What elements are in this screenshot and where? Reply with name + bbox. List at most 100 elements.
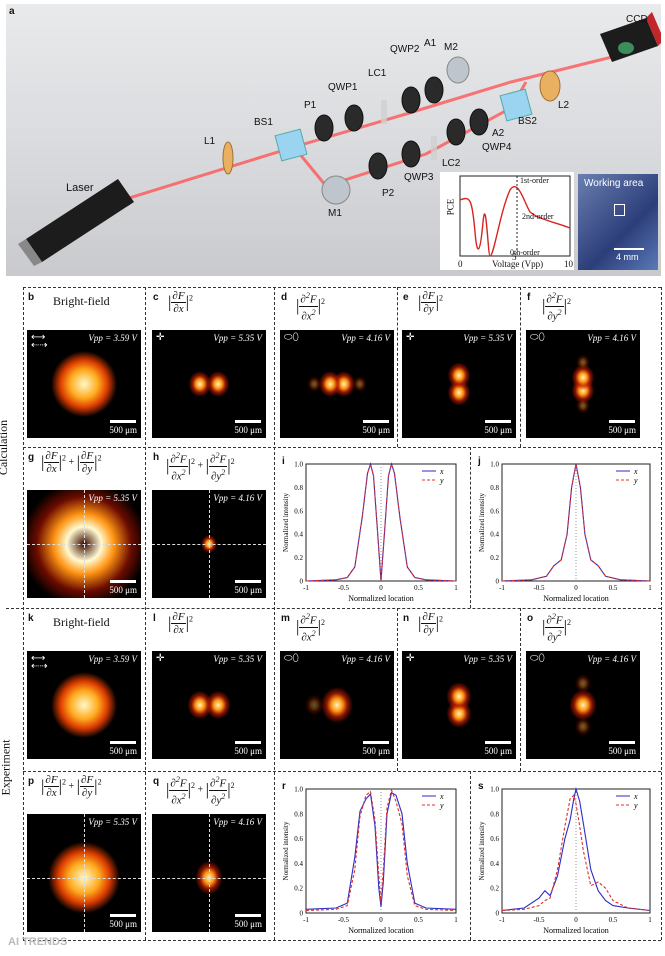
intensity-image-h: Vpp = 4.16 V 500 μm (152, 490, 266, 598)
x-tick-label: 1 (648, 584, 652, 592)
x-tick-label: -1 (303, 584, 309, 592)
legend-label-y: y (439, 801, 444, 810)
label-LC2: LC2 (442, 158, 461, 169)
x-tick-label: -1 (303, 916, 309, 924)
panel-label-s: s (478, 781, 484, 792)
scale-bar: 500 μm (109, 580, 137, 595)
x-tick-label: -1 (499, 916, 505, 924)
liquid-crystal-LC2 (431, 136, 437, 160)
profile-chart-s: -1 -0.5 0 0.5 1 0 0.2 0.4 0.6 0.8 1.0 xy Normalized … (478, 786, 652, 936)
y-tick-label: 1.0 (490, 786, 499, 794)
y-tick-label: 0.2 (490, 554, 499, 562)
y-tick-label: 0.6 (294, 835, 303, 843)
polarization-arrows-icon: ⟷ ⇠⇢ (31, 332, 48, 351)
cross-arrows-icon: ✛ (406, 332, 415, 343)
device-photo-inset: Working area 4 mm (578, 174, 658, 270)
pce-ylabel: PCE (445, 198, 456, 216)
panel-label-m: m (281, 613, 290, 624)
photo-title: Working area (584, 178, 644, 189)
panel-label-h: h (153, 452, 160, 463)
scale-bar: 500 μm (484, 741, 512, 756)
panel-title-h: | ∂2F ∂x2 |2 + | ∂2F ∂y2 |2 (166, 451, 235, 483)
ellipse-polarization-icon: ⬭⬯ (284, 653, 299, 664)
lens-L1 (222, 141, 234, 175)
label-M1: M1 (328, 208, 342, 219)
scale-bar: 500 μm (109, 741, 137, 756)
vpp-label: Vpp = 4.16 V (213, 817, 262, 827)
grid-line (23, 940, 661, 941)
scale-bar: 500 μm (109, 914, 137, 929)
section-label-experiment: Experiment (0, 739, 13, 796)
label-M2: M2 (444, 42, 458, 53)
panel-title-n: | ∂F ∂y |2 (418, 611, 443, 636)
y-tick-label: 0.8 (294, 810, 303, 818)
intensity-image-l: ✛ Vpp = 5.35 V 500 μm (152, 651, 266, 759)
ellipse-polarization-icon: ⬭⬯ (530, 653, 545, 664)
grid-line (397, 287, 398, 447)
grid-line (470, 771, 471, 940)
cross-arrows-icon: ✛ (156, 332, 165, 343)
ellipse-polarization-icon: ⬭⬯ (530, 332, 545, 343)
y-axis-label: Normalized intensity (478, 493, 486, 552)
panel-label-g: g (28, 452, 35, 463)
pce-label-2nd: 2nd-order (522, 212, 554, 221)
panel-title-b: Bright-field (53, 294, 110, 308)
profile-chart-j: -1 -0.5 0 0.5 1 0 0.2 0.4 0.6 0.8 1.0 xy Normalized … (478, 461, 652, 604)
ellipse-polarization-icon: ⬭⬯ (284, 332, 299, 343)
vpp-label: Vpp = 4.16 V (341, 333, 390, 343)
lens-L2 (539, 70, 561, 102)
laser-device (18, 179, 134, 266)
y-axis-label: Normalized intensity (478, 821, 486, 880)
x-tick-label: 0.5 (609, 584, 618, 592)
y-tick-label: 0.2 (490, 885, 499, 893)
x-tick-label: -0.5 (533, 584, 545, 592)
legend-label-y: y (633, 476, 638, 485)
x-axis-label: Normalized location (543, 926, 609, 935)
legend-label-x: x (439, 467, 444, 476)
x-tick-label: 0.5 (414, 916, 423, 924)
grid-line (23, 447, 661, 448)
y-tick-label: 0.4 (490, 860, 499, 868)
label-QWP1: QWP1 (328, 82, 358, 93)
x-tick-label: 0 (379, 916, 383, 924)
panel-label-e: e (403, 292, 409, 303)
y-tick-label: 0.2 (294, 554, 303, 562)
cross-arrows-icon: ✛ (156, 653, 165, 664)
vpp-label: Vpp = 3.59 V (88, 333, 137, 343)
series-line-x (305, 791, 457, 910)
intensity-image-o: ⬭⬯ Vpp = 4.16 V 500 μm (526, 651, 640, 759)
panel-title-d: | ∂2F ∂x2 |2 (296, 291, 325, 323)
photo-scale-bar (614, 248, 644, 250)
y-tick-label: 1.0 (490, 461, 499, 469)
y-axis-label: Normalized intensity (282, 493, 290, 552)
grid-line (520, 287, 521, 447)
y-tick-label: 0.8 (490, 810, 499, 818)
scale-bar: 500 μm (608, 741, 636, 756)
pce-xlabel: Voltage (Vpp) (492, 259, 544, 269)
grid-line (470, 447, 471, 608)
profile-chart-r: -1 -0.5 0 0.5 1 0 0.2 0.4 0.6 0.8 1.0 xy Normalized … (282, 786, 458, 936)
panel-label-p: p (28, 776, 35, 787)
x-axis-label: Normalized location (348, 594, 414, 603)
y-tick-label: 0.6 (490, 835, 499, 843)
cross-arrows-icon: ✛ (406, 653, 415, 664)
scale-bar: 500 μm (362, 420, 390, 435)
x-tick-label: 0.5 (609, 916, 618, 924)
panel-title-k: Bright-field (53, 615, 110, 629)
y-tick-label: 1.0 (294, 461, 303, 469)
scale-bar: 500 μm (484, 420, 512, 435)
working-area-marker (614, 204, 625, 216)
vpp-label: Vpp = 4.16 V (341, 654, 390, 664)
vpp-label: Vpp = 3.59 V (88, 654, 137, 664)
label-LC1: LC1 (368, 68, 387, 79)
label-A2: A2 (492, 128, 505, 139)
label-P2: P2 (382, 188, 395, 199)
legend-label-y: y (439, 476, 444, 485)
series-line-y (305, 788, 457, 912)
scale-bar: 500 μm (608, 420, 636, 435)
label-P1: P1 (304, 100, 317, 111)
photo-scale-label: 4 mm (616, 252, 639, 262)
series-line-x (501, 463, 651, 582)
x-axis-label: Normalized location (348, 926, 414, 935)
panel-title-e: | ∂F ∂y |2 (418, 290, 443, 315)
